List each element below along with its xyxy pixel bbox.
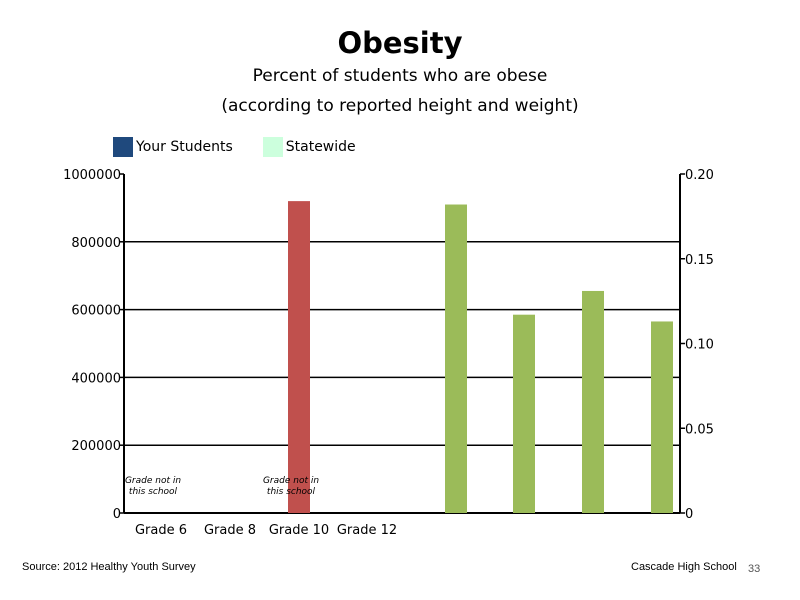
chart-title: Obesity [337,26,463,60]
left-axis-tick-label: 1000000 [63,168,121,183]
bar-statewide [651,321,673,513]
legend-label-your-students: Your Students [136,139,233,155]
legend-label-statewide: Statewide [285,139,356,155]
chart-legend: Your Students Statewide [113,137,386,157]
bar-your-students [288,201,310,513]
left-axis-tick-label: 400000 [71,371,121,386]
annotation-grade-not-in-school: Grade not in [263,476,319,486]
annotation-grade-not-in-school: Grade not in [125,476,181,486]
left-axis-tick-label: 200000 [71,439,121,454]
chart-subtitle-line1: Percent of students who are obese [252,66,548,86]
left-axis-tick-label: 0 [113,507,121,522]
left-axis-tick-label: 800000 [71,236,121,251]
x-axis-category-label: Grade 12 [337,523,397,538]
annotation-grade-not-in-school: this school [129,487,178,497]
school-name: Cascade High School [631,561,737,573]
right-axis-tick-label: 0.05 [685,422,714,437]
right-axis-tick-label: 0.10 [685,338,714,353]
right-axis-tick-label: 0 [685,507,693,522]
bar-statewide [582,290,604,513]
x-axis-category-label: Grade 10 [269,523,329,538]
bar-statewide [445,204,467,513]
source-note: Source: 2012 Healthy Youth Survey [22,561,196,573]
annotation-grade-not-in-school: this school [267,487,316,497]
right-axis-tick-label: 0.15 [685,253,714,268]
chart-subtitle-line2: (according to reported height and weight… [221,96,579,116]
right-axis-tick-label: 0.20 [685,168,714,183]
left-axis-tick-label: 600000 [71,304,121,319]
page-number: 33 [748,563,761,575]
x-axis-category-label: Grade 6 [135,523,187,538]
bar-statewide [513,314,535,513]
legend-swatch-statewide [262,137,283,157]
x-axis-category-label: Grade 8 [204,523,256,538]
legend-swatch-your-students [113,137,133,157]
